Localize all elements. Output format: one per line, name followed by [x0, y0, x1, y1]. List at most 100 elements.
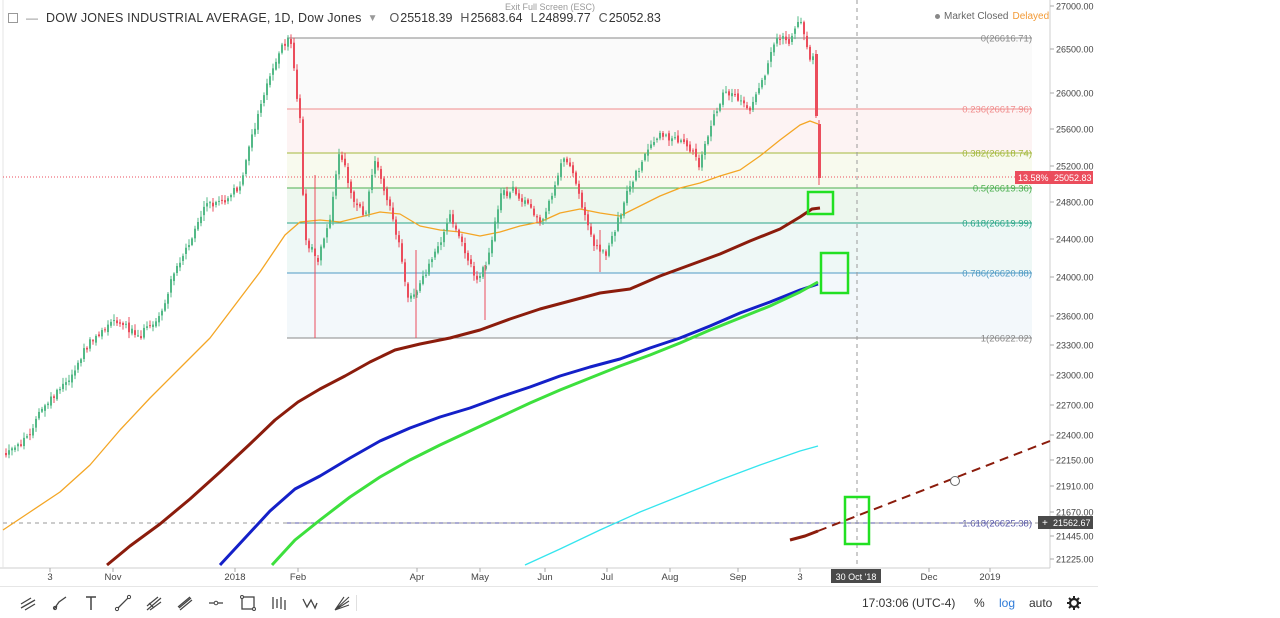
menu-square-icon[interactable]	[8, 13, 18, 23]
candle-body	[215, 202, 217, 205]
candle-body	[446, 222, 448, 231]
channel-icon[interactable]	[174, 592, 196, 614]
bars-pattern-icon[interactable]	[268, 592, 290, 614]
text-icon[interactable]	[80, 592, 102, 614]
candle	[83, 343, 85, 362]
cursor-lines-icon[interactable]	[17, 592, 39, 614]
horizontal-ray-icon[interactable]	[205, 592, 227, 614]
candle-body	[776, 37, 778, 44]
candle	[17, 442, 19, 452]
candle	[554, 181, 556, 199]
pitchfork-icon[interactable]	[143, 592, 165, 614]
candle	[470, 254, 472, 268]
candle-body	[422, 275, 424, 284]
log-scale-toggle[interactable]: log	[999, 596, 1016, 610]
candle	[386, 186, 388, 206]
candle-body	[98, 334, 100, 337]
gear-icon[interactable]	[1063, 592, 1085, 614]
chevron-down-icon[interactable]: ▼	[367, 12, 378, 24]
candle	[188, 239, 190, 251]
wave-icon[interactable]	[299, 592, 321, 614]
candle	[656, 137, 658, 143]
candle-body	[212, 202, 214, 207]
y-tick-label: 22400.00	[1056, 431, 1094, 441]
candle	[404, 258, 406, 287]
price-chart[interactable]: 0(26616.71) 0.236(26617.96) 0.382(26618.74…	[0, 0, 1098, 617]
fib-level-label: 1.618(26625.38)	[962, 519, 1032, 530]
candle-body	[329, 219, 331, 228]
candle-body	[503, 190, 505, 196]
candle	[512, 180, 514, 193]
candle-body	[668, 133, 670, 141]
candle	[488, 247, 490, 266]
candle-body	[176, 265, 178, 274]
auto-scale-toggle[interactable]: auto	[1029, 596, 1053, 610]
candle	[515, 186, 517, 196]
chart-frame[interactable]: 0(26616.71) 0.236(26617.96) 0.382(26618.74…	[0, 0, 1098, 618]
candle-body	[392, 207, 394, 220]
exit-fullscreen-hint[interactable]: Exit Full Screen (ESC)	[505, 2, 596, 12]
candle-body	[344, 158, 346, 166]
symbol-title[interactable]: DOW JONES INDUSTRIAL AVERAGE, 1D, Dow Jo…	[46, 11, 362, 25]
candle-body	[734, 93, 736, 96]
candle-body	[602, 250, 604, 252]
minimize-icon[interactable]: —	[26, 11, 38, 25]
candle-body	[41, 408, 43, 412]
candle-body	[293, 42, 295, 69]
candle	[266, 78, 268, 101]
candle	[737, 89, 739, 102]
candle-body	[305, 193, 307, 241]
trend-line-icon[interactable]	[112, 592, 134, 614]
candle-body	[374, 161, 376, 174]
candle-body	[356, 203, 358, 206]
candle	[95, 334, 97, 346]
candle-body	[395, 219, 397, 235]
candle-body	[365, 212, 367, 214]
candle	[503, 188, 505, 199]
brush-icon[interactable]	[49, 592, 71, 614]
candle	[194, 225, 196, 243]
candle	[245, 158, 247, 177]
candle-body	[362, 206, 364, 215]
candle-body	[485, 265, 487, 269]
candle-body	[710, 125, 712, 137]
candle	[170, 275, 172, 298]
percent-scale-toggle[interactable]: %	[974, 596, 985, 610]
candle-body	[584, 207, 586, 216]
candle	[683, 133, 685, 145]
candle-body	[467, 252, 469, 261]
candle	[491, 236, 493, 257]
candle	[65, 377, 67, 391]
measure-icon[interactable]	[237, 592, 259, 614]
candle	[236, 186, 238, 193]
candle	[347, 163, 349, 189]
candle-body	[122, 323, 124, 325]
candle	[167, 292, 169, 309]
candle-body	[104, 329, 106, 331]
candle-body	[170, 279, 172, 293]
candle-body	[26, 436, 28, 438]
x-tick-label: Sep	[730, 572, 747, 583]
candle	[131, 325, 133, 336]
candle	[572, 161, 574, 177]
candle-body	[473, 266, 475, 276]
candle	[383, 176, 385, 196]
candle	[374, 156, 376, 178]
candle-body	[128, 322, 130, 333]
candle	[680, 138, 682, 144]
ohlc-open: O25518.39	[389, 11, 453, 25]
candle-body	[260, 103, 262, 113]
candle	[62, 377, 64, 392]
fib-fan-icon[interactable]	[331, 592, 353, 614]
candle-body	[206, 203, 208, 207]
ohlc-low: L24899.77	[530, 11, 591, 25]
y-tick-label: 25200.00	[1056, 162, 1094, 172]
candle-body	[707, 136, 709, 145]
candle-body	[125, 323, 127, 325]
candle	[782, 32, 784, 45]
candle-body	[593, 235, 595, 246]
candle	[692, 148, 694, 155]
candle	[794, 26, 796, 40]
candle-body	[398, 235, 400, 243]
candle-body	[803, 22, 805, 35]
